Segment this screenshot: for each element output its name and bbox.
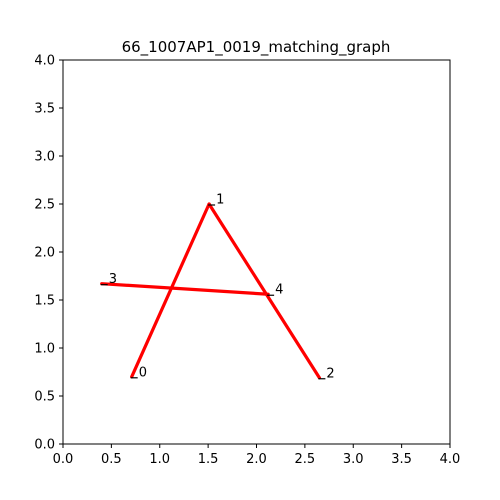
x-tick-label: 2.0 — [246, 452, 267, 467]
y-axis: 0.0 0.5 1.0 1.5 2.0 2.5 3.0 3.5 4.0 — [34, 54, 63, 453]
plot-frame — [62, 59, 451, 445]
x-tick-label: 1.0 — [149, 452, 170, 467]
x-tick-label: 4.0 — [440, 452, 461, 467]
edge-3-4 — [100, 282, 270, 296]
y-tick-label: 2.5 — [34, 198, 55, 213]
y-tick-label: 1.5 — [34, 294, 55, 309]
x-tick-label: 3.5 — [391, 452, 412, 467]
x-tick-label: 0.0 — [53, 452, 74, 467]
node-label-2: 2 — [326, 366, 334, 381]
edges-layer — [100, 202, 321, 380]
y-tick-label: 4.0 — [34, 54, 55, 69]
y-tick-label: 2.0 — [34, 246, 55, 261]
x-tick-label: 2.5 — [295, 452, 316, 467]
x-tick-label: 0.5 — [101, 452, 122, 467]
x-tick-label: 3.0 — [343, 452, 364, 467]
edge-1-2 — [207, 202, 321, 380]
node-label-4: 4 — [275, 283, 283, 298]
x-tick-label: 1.5 — [198, 452, 219, 467]
x-axis: 0.0 0.5 1.0 1.5 2.0 2.5 3.0 3.5 4.0 — [53, 444, 461, 467]
y-tick-label: 3.5 — [34, 102, 55, 117]
node-label-0: 0 — [139, 365, 147, 380]
nodes-layer: 0 1 2 3 4 — [100, 193, 335, 381]
y-tick-label: 0.5 — [34, 390, 55, 405]
y-tick-label: 1.0 — [34, 342, 55, 357]
node-label-1: 1 — [216, 193, 224, 208]
edge-0-1 — [130, 202, 211, 379]
chart-title: 66_1007AP1_0019_matching_graph — [122, 38, 391, 57]
y-tick-label: 0.0 — [34, 438, 55, 453]
y-tick-label: 3.0 — [34, 150, 55, 165]
node-label-3: 3 — [109, 272, 117, 287]
